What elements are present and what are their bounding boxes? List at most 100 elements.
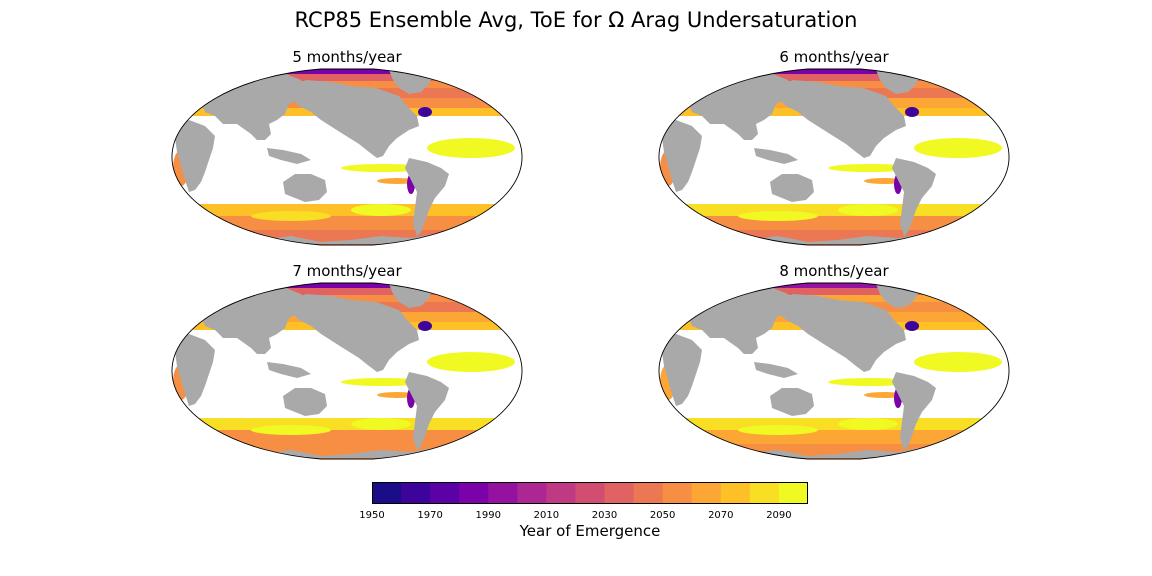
map-panel-7-months: 7 months/year: [171, 262, 523, 462]
toe-region: [838, 418, 898, 430]
toe-region: [418, 321, 432, 331]
colorbar-tick-label: 2090: [766, 510, 792, 521]
land-europe: [662, 90, 690, 108]
toe-band: [658, 216, 1010, 230]
map-layer: [171, 283, 523, 459]
toe-region: [838, 204, 898, 216]
land-europe: [175, 304, 203, 322]
panel-title: 8 months/year: [779, 262, 889, 280]
toe-band: [658, 69, 1010, 74]
map-panel-6-months: 6 months/year: [658, 48, 1010, 248]
land-south-america: [892, 158, 936, 236]
map-panel-8-months: 8 months/year: [658, 262, 1010, 462]
toe-region: [427, 138, 515, 158]
toe-region: [341, 164, 425, 172]
colorbar-tick-label: 1950: [359, 510, 385, 521]
land-europe: [662, 304, 690, 322]
land-australia: [283, 388, 327, 416]
toe-band: [171, 295, 523, 302]
land-maritime-se-asia: [754, 148, 798, 164]
map-panel-5-months: 5 months/year: [171, 48, 523, 248]
colorbar-bin: [778, 482, 808, 504]
toe-band: [658, 204, 1010, 216]
toe-region: [905, 321, 919, 331]
figure-title: RCP85 Ensemble Avg, ToE for Ω Arag Under…: [294, 8, 858, 32]
colorbar-bin: [720, 482, 751, 504]
toe-region: [377, 178, 417, 184]
toe-region: [377, 392, 417, 398]
colorbar-bin: [546, 482, 577, 504]
toe-band: [171, 74, 523, 81]
toe-region: [427, 352, 515, 372]
toe-band: [171, 204, 523, 216]
colorbar-bin: [372, 482, 402, 504]
land-south-america: [405, 158, 449, 236]
colorbar-outline: [372, 482, 808, 504]
toe-band: [171, 418, 523, 430]
map-layer: [658, 69, 1010, 245]
map-layer: [658, 283, 1010, 459]
land-africa: [662, 334, 702, 406]
toe-region: [351, 204, 411, 216]
toe-region: [351, 418, 411, 430]
toe-band: [658, 74, 1010, 81]
toe-band: [658, 288, 1010, 295]
colorbar-bin: [662, 482, 693, 504]
toe-band: [658, 418, 1010, 430]
colorbar: [372, 482, 808, 504]
toe-region: [738, 211, 818, 221]
colorbar-bin: [604, 482, 635, 504]
land-africa: [175, 120, 215, 192]
toe-region: [341, 378, 425, 386]
land-maritime-se-asia: [267, 148, 311, 164]
colorbar-bin: [691, 482, 722, 504]
colorbar-bin: [517, 482, 547, 504]
land-australia: [770, 174, 814, 202]
map-robinson: [658, 68, 1010, 246]
colorbar-tick-label: 1990: [475, 510, 501, 521]
land-maritime-se-asia: [754, 362, 798, 378]
colorbar-label: Year of Emergence: [519, 522, 661, 540]
colorbar-bin: [749, 482, 780, 504]
toe-region: [905, 107, 919, 117]
toe-region: [914, 138, 1002, 158]
land-australia: [770, 388, 814, 416]
land-africa: [662, 120, 702, 192]
land-north-america: [773, 80, 906, 158]
land-australia: [283, 174, 327, 202]
toe-region: [828, 378, 912, 386]
colorbar-tick-label: 2010: [533, 510, 560, 521]
land-europe: [175, 90, 203, 108]
panel-title: 5 months/year: [292, 48, 402, 66]
map-outline: [171, 282, 523, 460]
toe-region: [738, 425, 818, 435]
map-outline: [658, 282, 1010, 460]
colorbar-bin: [488, 482, 518, 504]
colorbar-bin: [401, 482, 431, 504]
toe-region: [828, 164, 912, 172]
toe-region: [914, 352, 1002, 372]
toe-band: [171, 81, 523, 88]
map-robinson: [658, 282, 1010, 460]
colorbar-tick-label: 2030: [591, 510, 618, 521]
toe-region: [251, 211, 331, 221]
land-maritime-se-asia: [267, 362, 311, 378]
toe-band: [171, 69, 523, 74]
land-north-america: [286, 80, 419, 158]
toe-band: [171, 283, 523, 288]
toe-band: [171, 288, 523, 295]
colorbar-bin: [430, 482, 460, 504]
map-robinson: [171, 282, 523, 460]
land-africa: [175, 334, 215, 406]
panel-title: 7 months/year: [292, 262, 402, 280]
land-north-america: [773, 294, 906, 372]
land-south-america: [405, 372, 449, 450]
colorbar-bin: [633, 482, 664, 504]
colorbar-bin: [459, 482, 489, 504]
map-outline: [171, 68, 523, 246]
map-outline: [658, 68, 1010, 246]
colorbar-ticks: 1950 1970 1990 2010 2030 2050 2070 2090: [359, 510, 808, 524]
land-north-america: [286, 294, 419, 372]
toe-band: [658, 295, 1010, 302]
toe-band: [171, 430, 523, 444]
